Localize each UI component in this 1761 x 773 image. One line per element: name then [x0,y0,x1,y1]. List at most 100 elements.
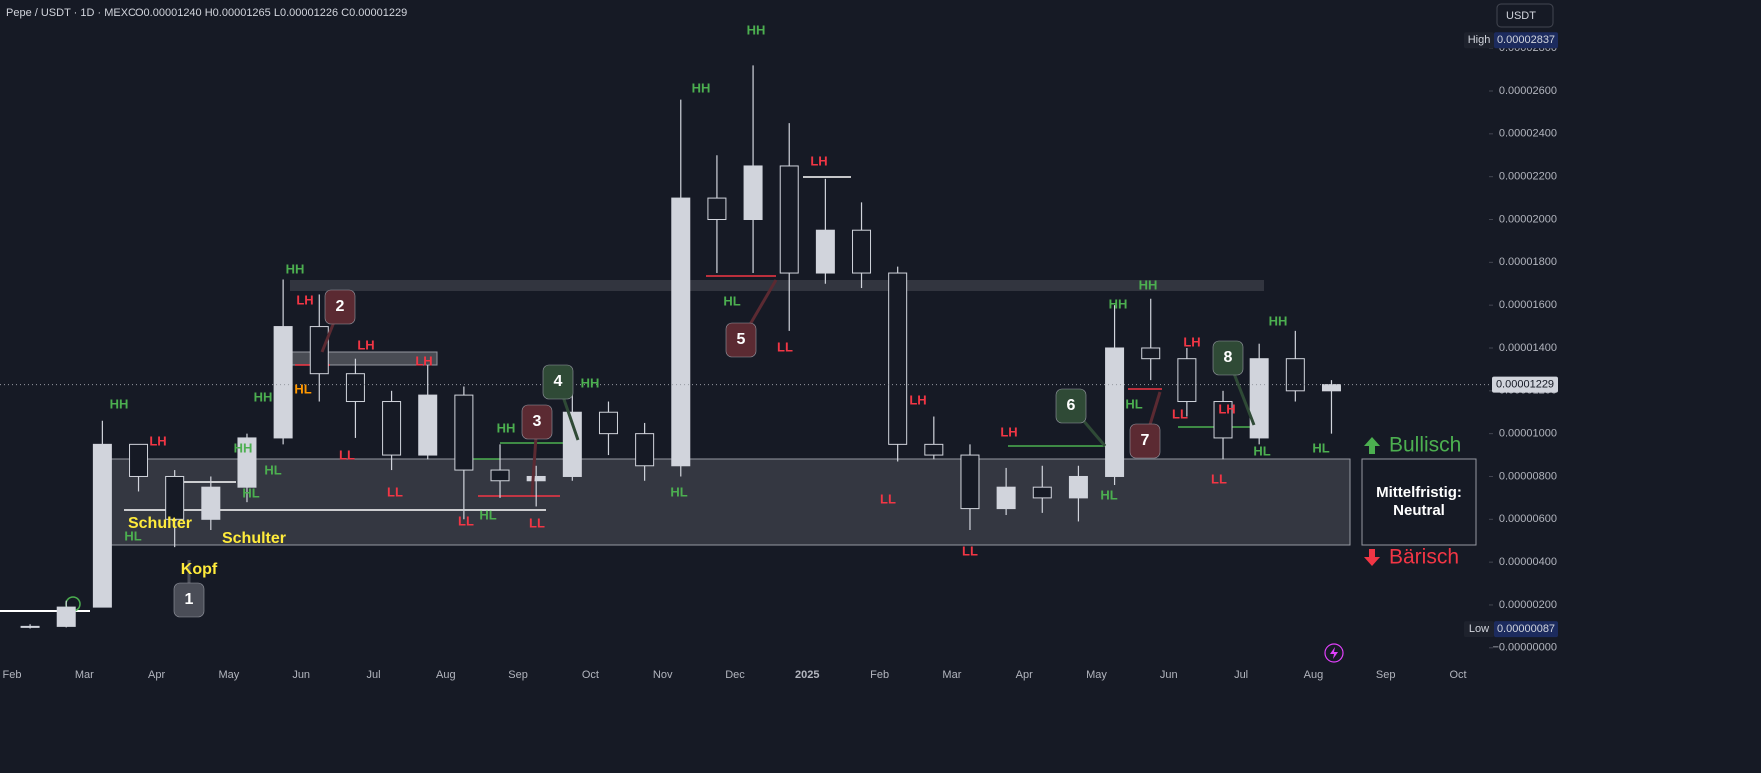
y-tick-label: 0.00001000 [1499,428,1557,440]
badge-number: 7 [1141,432,1150,449]
candle-body [1068,475,1088,499]
structure-label: HH [581,375,600,390]
structure-label: HL [1125,396,1142,411]
structure-label: LL [777,339,793,354]
x-tick-label: 2025 [795,669,819,681]
y-tick-label: 0.00000400 [1499,556,1557,568]
badge [542,364,574,400]
candle-body [237,437,257,488]
candle-body [635,433,655,467]
low-marker-label: 0.00000087 [1497,623,1555,635]
candle-body [309,326,329,375]
high-marker-tag [1464,32,1494,49]
structure-label: LH [810,153,827,168]
y-tick-label: −0.00000000 [1492,642,1557,654]
candle-body [960,454,980,510]
structure-label: HH [234,440,253,455]
structure-label: Kopf [181,561,218,578]
structure-label: LH [357,337,374,352]
last-price-box [1492,376,1558,393]
x-tick-label: Feb [870,669,889,681]
x-tick-label: Nov [653,669,673,681]
candle-body [924,443,944,456]
high-marker-label: 0.00002837 [1497,34,1555,46]
bullish-label: Bullisch [1389,434,1461,457]
low-marker-box [1494,621,1558,638]
arrow-up [1364,437,1380,454]
candle-body [20,625,40,628]
candle-body [1285,358,1305,392]
y-tick-label: 0.00001400 [1499,342,1557,354]
structure-label: HH [110,396,129,411]
candle-body [779,165,799,274]
x-tick-label: Dec [725,669,745,681]
candle-body [345,373,365,403]
structure-label: HH [692,80,711,95]
candle-body [165,475,185,520]
candle-body [129,443,149,477]
structure-label: LL [1211,471,1227,486]
structure-label: HL [264,462,281,477]
candle-body [1213,401,1233,439]
structure-label: HH [497,420,516,435]
badge-number: 2 [336,298,345,315]
candle-body [1032,486,1052,499]
badge [1212,340,1244,376]
neutral-box [1361,458,1477,546]
badge-number: 1 [185,591,194,608]
x-tick-label: Jul [1234,669,1248,681]
y-tick-label: 0.00001600 [1499,299,1557,311]
structure-label: Schulter [222,530,286,547]
badge-number: 5 [737,331,746,348]
structure-label: LL [339,447,355,462]
candle-body [1141,347,1161,360]
alert-icon[interactable] [1324,643,1344,663]
structure-label: HL [1100,487,1117,502]
alert-icon-bolt [1330,647,1338,659]
structure-label: LL [1172,406,1188,421]
structure-label: LL [529,515,545,530]
candle-body [526,475,546,482]
currency-button[interactable] [1496,3,1554,28]
structure-label: HH [1139,277,1158,292]
bearish-label: Bärisch [1389,546,1459,569]
structure-label: LH [1183,334,1200,349]
y-tick-label: 0.00000200 [1499,599,1557,611]
badge [173,582,205,618]
candle-body [1249,358,1269,439]
structure-label: HH [286,261,305,276]
low-marker-name: Low [1469,623,1489,635]
arrow-down [1364,549,1380,566]
y-tick-label: 0.00000600 [1499,513,1557,525]
structure-label: LL [458,513,474,528]
structure-label: Schulter [128,515,192,532]
last-price-label: 0.00001229 [1496,379,1554,391]
candle-body [92,443,112,608]
x-tick-label: May [1086,669,1107,681]
low-marker-tag [1464,621,1494,638]
y-tick-label: 0.00002000 [1499,213,1557,225]
structure-label: LH [415,353,432,368]
candle-body [707,197,727,221]
structure-label: LH [1218,401,1235,416]
candle-body [996,486,1016,510]
y-tick-label: 0.00002400 [1499,128,1557,140]
structure-label: HH [747,22,766,37]
candle-body [743,165,763,221]
structure-label: HH [1269,313,1288,328]
y-tick-label: 0.00001800 [1499,256,1557,268]
ohlc-header: O0.00001240 H0.00001265 L0.00001226 C0.0… [135,7,407,19]
candle-body [562,411,582,477]
structure-label: HL [124,528,141,543]
badge [1129,423,1161,459]
structure-label: LH [296,292,313,307]
badge [725,322,757,358]
symbol-header: Pepe / USDT · 1D · MEXC [6,7,136,19]
structure-label: LH [1000,424,1017,439]
candle-body [815,229,835,274]
x-tick-label: Mar [75,669,94,681]
badge [1055,388,1087,424]
neutral-value: Neutral [1393,502,1445,519]
